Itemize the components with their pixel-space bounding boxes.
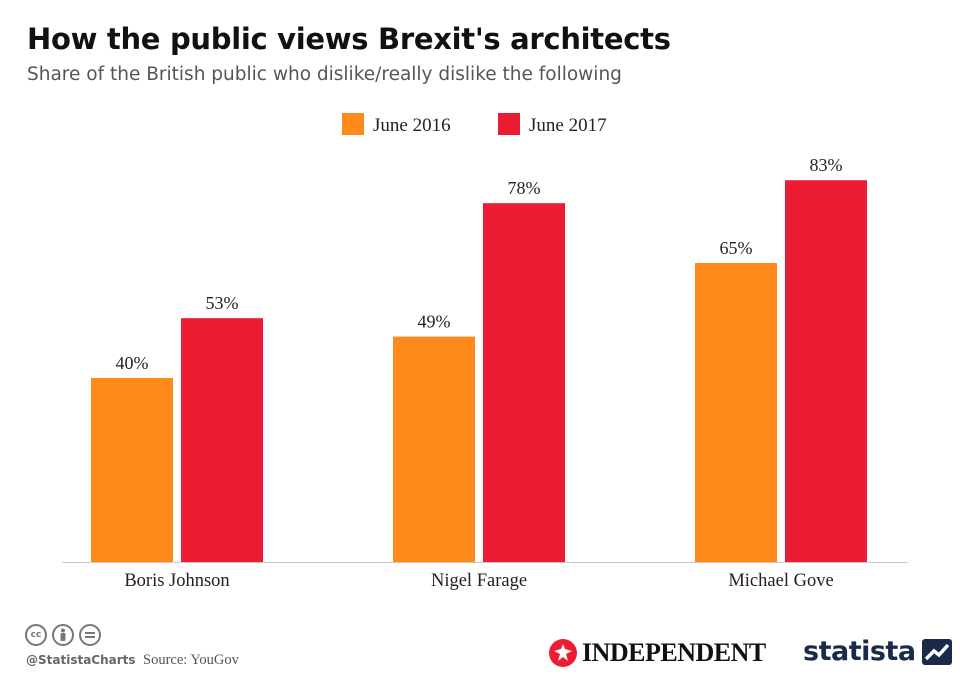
by-icon [52, 624, 74, 646]
statista-handle[interactable]: @StatistaCharts [26, 653, 136, 667]
chart-title: How the public views Brexit's architects [27, 22, 671, 56]
independent-logo: INDEPENDENT [548, 638, 766, 668]
bar [393, 336, 475, 562]
bar [483, 203, 565, 562]
bar [785, 180, 867, 562]
eagle-icon [549, 639, 577, 667]
chart-subtitle: Share of the British public who dislike/… [27, 64, 622, 85]
source-text: Source: YouGov [143, 652, 239, 668]
legend-label-2: June 2017 [529, 115, 607, 136]
bar-chart: June 2016 June 2017 40% 53% Boris Johnson 49%… [62, 113, 908, 591]
legend-label-1: June 2016 [373, 115, 451, 136]
bar [91, 378, 173, 562]
bar-value-label: 78% [508, 178, 541, 198]
statista-mark-icon [921, 638, 952, 665]
nd-icon [79, 624, 101, 646]
bar-value-label: 53% [206, 293, 239, 313]
bar-value-label: 40% [116, 353, 149, 373]
category-label: Nigel Farage [431, 571, 527, 591]
statista-wordmark: statista [803, 636, 916, 667]
legend-swatch-2 [498, 113, 520, 135]
bar-value-label: 83% [810, 155, 843, 175]
independent-wordmark: INDEPENDENT [582, 638, 766, 667]
bar-value-label: 49% [418, 312, 451, 332]
legend-swatch-1 [342, 113, 364, 135]
category-label: Boris Johnson [124, 571, 229, 591]
cc-icon: cc [25, 624, 47, 646]
license-icons: cc [25, 624, 101, 646]
bar [181, 318, 263, 562]
bar [695, 263, 777, 562]
category-label: Michael Gove [728, 571, 833, 591]
bar-value-label: 65% [720, 238, 753, 258]
statista-logo: statista [803, 636, 952, 667]
